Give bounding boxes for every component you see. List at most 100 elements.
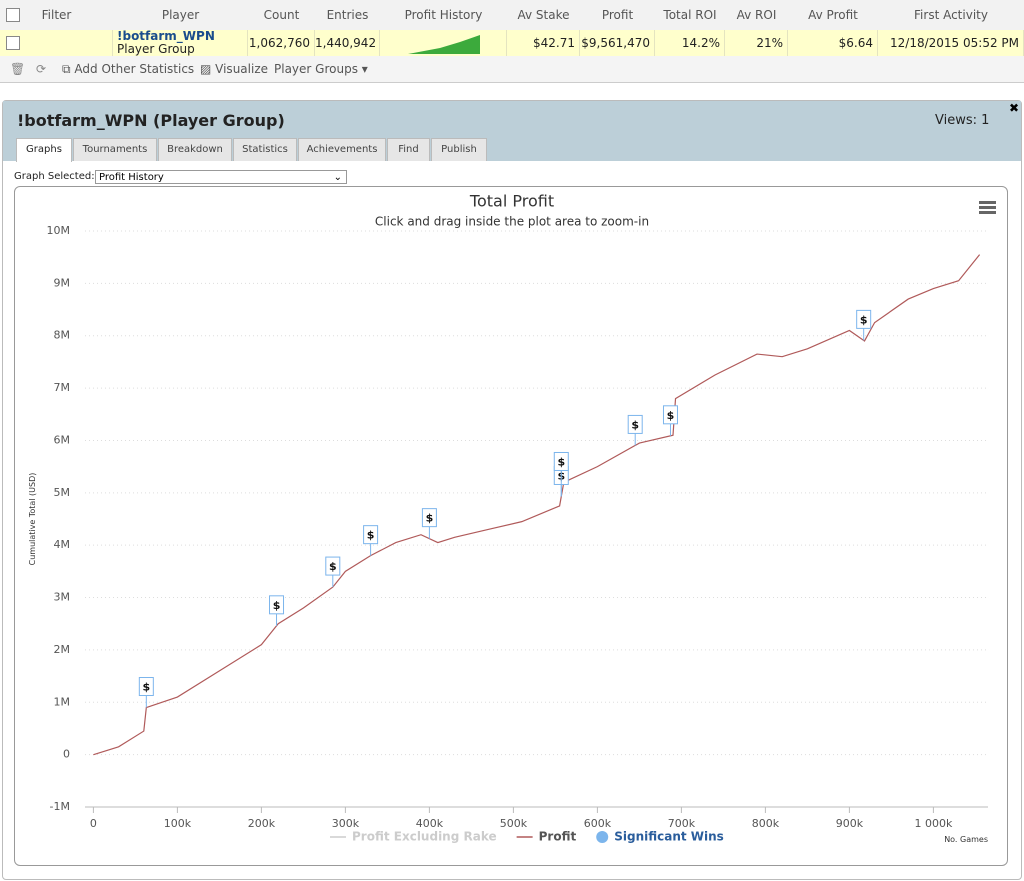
y-tick-label: 4M — [54, 538, 71, 551]
player-type: Player Group — [117, 42, 195, 56]
player-link[interactable]: !botfarm_WPN — [117, 29, 215, 43]
y-axis-label: Cumulative Total (USD) — [28, 473, 37, 566]
flag-box — [421, 508, 437, 528]
tab[interactable]: Achievements — [298, 138, 386, 161]
flag-label: $ — [667, 409, 675, 422]
x-tick-label: 100k — [164, 817, 192, 830]
flag-box — [553, 451, 569, 471]
legend-item[interactable]: Significant Wins — [596, 830, 724, 844]
graph-select[interactable]: Profit History ⌄ — [95, 170, 347, 184]
legend-marker — [596, 831, 609, 843]
x-tick-label: 900k — [836, 817, 864, 830]
select-value: Profit History — [99, 172, 164, 183]
header-cell[interactable]: Profit — [580, 0, 656, 31]
x-tick-label: 1 000k — [914, 817, 952, 830]
button-text: Visualize — [215, 62, 268, 76]
y-tick-label: 2M — [54, 643, 71, 656]
graph-select-label: Graph Selected: — [14, 171, 95, 182]
y-tick-label: 8M — [54, 329, 71, 342]
tab[interactable]: Breakdown — [158, 138, 232, 161]
flag-label: $ — [426, 512, 434, 525]
y-tick-label: -1M — [50, 800, 70, 813]
x-tick-label: 400k — [416, 817, 444, 830]
checkbox[interactable] — [6, 36, 20, 50]
flag-label: $ — [142, 681, 150, 694]
row-cell — [380, 30, 507, 56]
y-tick-label: 6M — [54, 433, 71, 446]
flag-box — [138, 677, 154, 697]
tab[interactable]: Tournaments — [73, 138, 157, 161]
significant-win-flag: $ — [269, 595, 285, 626]
header-cell[interactable]: First Activity — [878, 0, 1024, 31]
flag-label: $ — [273, 599, 281, 612]
y-tick-label: 0 — [63, 748, 70, 761]
row-cell: $6.64 — [788, 30, 878, 56]
button-text: Add Other Statistics — [74, 62, 195, 76]
flag-box — [627, 414, 643, 434]
row-cell: 12/18/2015 05:52 PM — [878, 30, 1024, 56]
significant-win-flag: $ — [421, 508, 437, 539]
button-text: Player Groups — [274, 62, 358, 76]
tab[interactable]: Find — [387, 138, 430, 161]
row-cell: 21% — [725, 30, 788, 56]
menu-button[interactable] — [979, 201, 996, 214]
delete-icon[interactable]: 🗑 — [10, 62, 26, 76]
header-cell[interactable]: Profit History — [380, 0, 508, 31]
legend-label: Profit — [539, 830, 577, 844]
tab[interactable]: Statistics — [233, 138, 297, 161]
y-tick-label: 1M — [54, 695, 71, 708]
chart-frame — [14, 186, 1008, 866]
legend-label: Significant Wins — [614, 830, 724, 844]
flag-box — [856, 309, 872, 329]
tab[interactable]: Graphs — [16, 138, 72, 162]
row-cell: $42.71 — [507, 30, 580, 56]
flag-box — [325, 556, 341, 576]
flag-label: $ — [557, 455, 565, 468]
significant-win-flag: $ — [627, 414, 643, 446]
row-cell: $9,561,470 — [580, 30, 655, 56]
header-cell[interactable]: Av ROI — [725, 0, 789, 31]
close-button[interactable]: ✖ — [1009, 101, 1020, 115]
legend-label: Profit Excluding Rake — [352, 830, 497, 844]
row-cell: 1,440,942 — [315, 30, 380, 56]
header-cell[interactable]: Count — [248, 0, 316, 31]
row-cell: !botfarm_WPN Player Group — [113, 30, 248, 56]
flag-box — [363, 525, 379, 545]
significant-win-flag: $ — [662, 405, 678, 436]
x-tick-label: 800k — [752, 817, 780, 830]
add-stats-button[interactable]: ⧉ Add Other Statistics — [62, 62, 195, 76]
x-tick-label: 600k — [584, 817, 612, 830]
tab[interactable]: Publish — [431, 138, 487, 161]
player-table: Filter Player Count Entries Profit Histo… — [0, 0, 1024, 83]
header-cell[interactable]: Entries — [315, 0, 381, 31]
legend-item[interactable]: Profit — [516, 830, 577, 844]
header-cell[interactable]: Av Profit — [788, 0, 879, 31]
flag-box — [269, 595, 285, 615]
x-tick-label: 300k — [332, 817, 360, 830]
sparkline — [408, 35, 480, 54]
chart-subtitle: Click and drag inside the plot area to z… — [375, 215, 649, 229]
significant-win-flag: $ — [856, 309, 872, 341]
visualize-button[interactable]: ▨ Visualize — [200, 62, 268, 76]
y-tick-label: 5M — [54, 486, 71, 499]
row-cell — [0, 30, 113, 56]
header-cell[interactable]: Player — [113, 0, 249, 31]
flag-label: $ — [860, 313, 868, 326]
chart-title: Total Profit — [469, 192, 554, 211]
profit-line — [93, 254, 981, 756]
y-tick-label: 9M — [54, 276, 71, 289]
y-tick-label: 3M — [54, 591, 71, 604]
refresh-icon[interactable]: ⟳ — [36, 62, 47, 76]
views-count: Views: 1 — [935, 113, 990, 128]
legend-item[interactable]: Profit Excluding Rake — [330, 830, 497, 844]
y-tick-label: 10M — [47, 224, 71, 237]
flag-label: $ — [631, 418, 639, 431]
x-tick-label: 200k — [248, 817, 276, 830]
panel-title: !botfarm_WPN (Player Group) — [17, 111, 285, 130]
checkbox[interactable] — [6, 8, 20, 22]
player-groups-button[interactable]: Player Groups ▾ — [274, 62, 368, 76]
toolbar: 🗑 ⟳ ⧉ Add Other Statistics ▨ Visualize P… — [0, 56, 1024, 82]
x-tick-label: 500k — [500, 817, 528, 830]
x-tick-label: 0 — [90, 817, 97, 830]
